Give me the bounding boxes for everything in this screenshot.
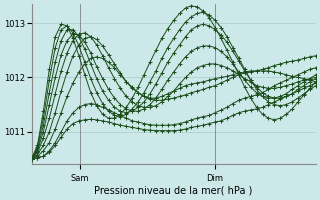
- X-axis label: Pression niveau de la mer( hPa ): Pression niveau de la mer( hPa ): [94, 186, 253, 196]
